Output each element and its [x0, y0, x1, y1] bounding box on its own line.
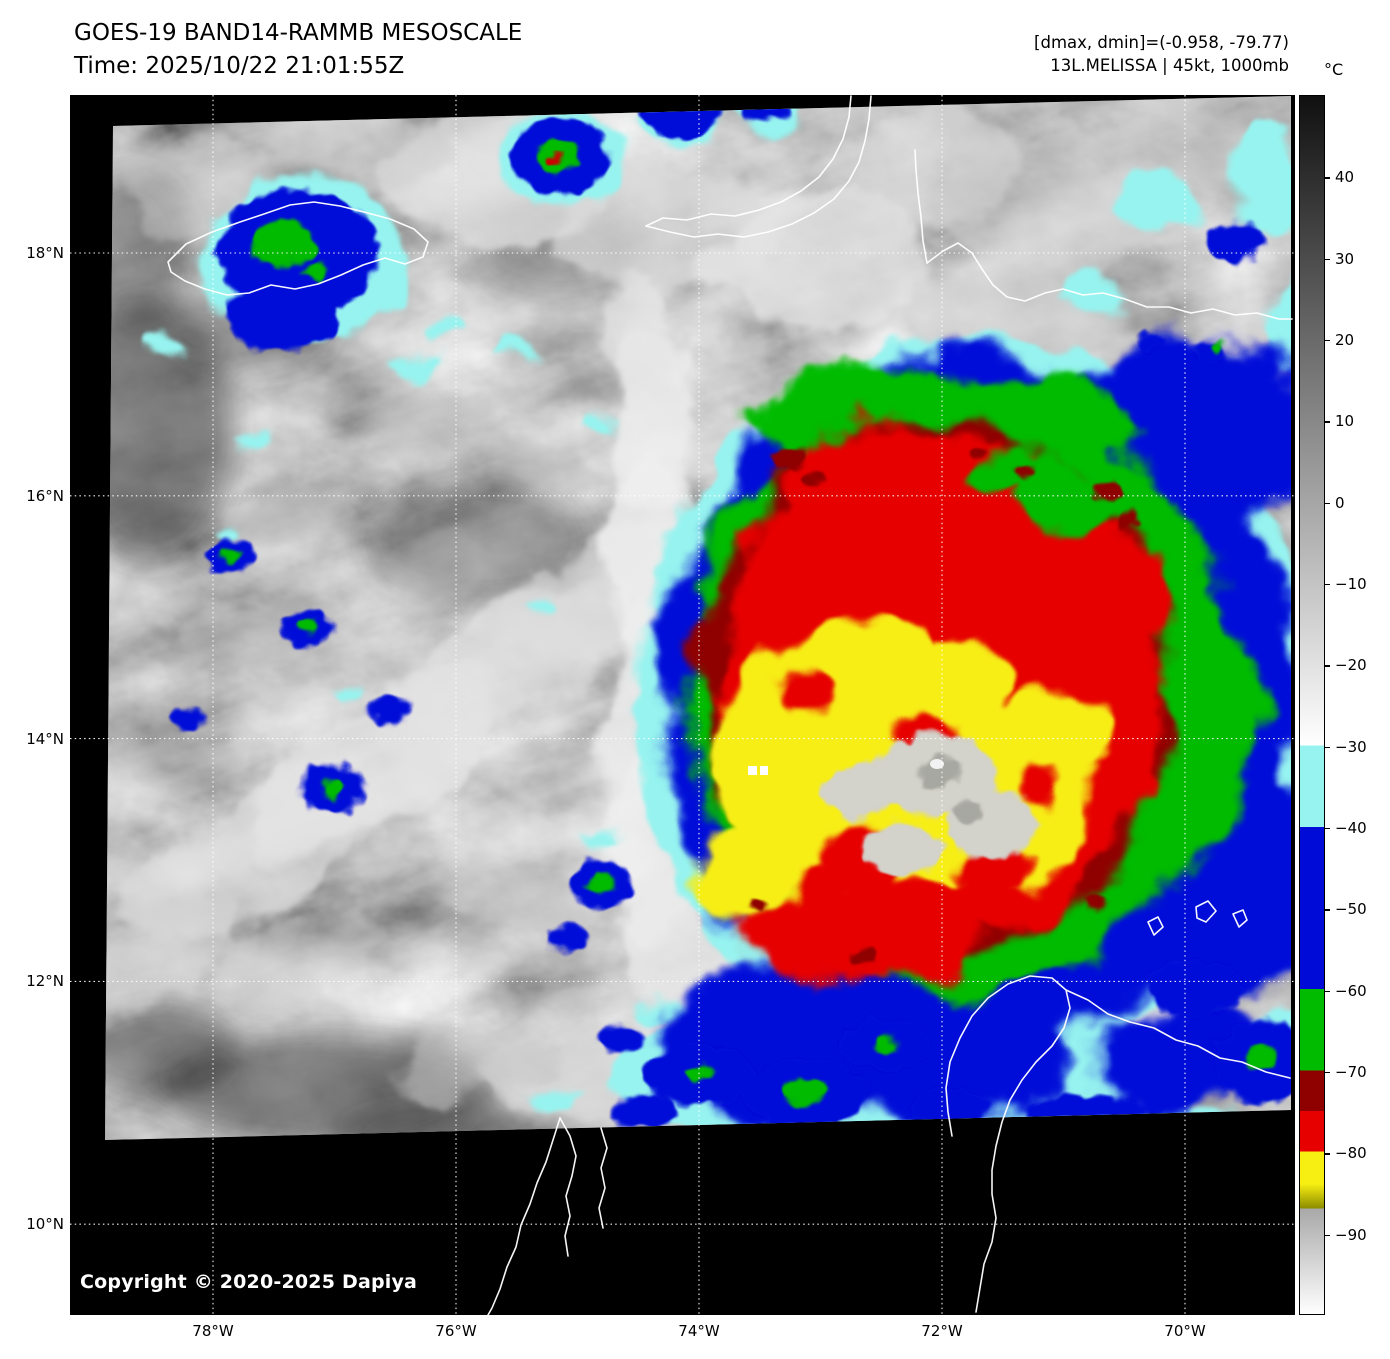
colorbar-tick [1324, 502, 1330, 505]
colorbar-tick-label: −20 [1335, 656, 1367, 675]
colorbar-tick-label: 20 [1335, 331, 1355, 349]
colorbar-tick [1324, 746, 1330, 749]
coastlines [167, 95, 1293, 1315]
colorbar: 40 30 20 10 0 −10 −20 −30 −40 −50 −60 −70 −80 −90 [1299, 95, 1367, 1315]
time-label: Time: 2025/10/22 21:01:55Z [74, 53, 405, 79]
colorbar-tick-label: −90 [1335, 1225, 1367, 1244]
green-notch [975, 450, 1117, 542]
colorbar-unit-label: °C [1324, 60, 1344, 79]
gridlines [70, 95, 1295, 1315]
colorbar-tick-label: −50 [1335, 900, 1367, 919]
storm-info-label: 13L.MELISSA | 45kt, 1000mb [1050, 56, 1289, 75]
colorbar-tick [1324, 990, 1330, 993]
colorbar-tick-label: −10 [1335, 575, 1367, 593]
coast-dominican [926, 242, 1293, 320]
gray-overshooting-tops [822, 733, 1037, 874]
colorbar-tick [1324, 584, 1330, 586]
coast-colombia-west [487, 1117, 561, 1315]
colorbar-tick-label: 10 [1335, 412, 1355, 431]
colorbar-tick-label: 30 [1335, 249, 1355, 268]
colorbar-tick-label: −30 [1335, 737, 1367, 756]
coast-haiti-south [645, 95, 872, 238]
colorbar-tick [1324, 1072, 1330, 1074]
coast-guajira [945, 975, 1071, 1313]
island-aruba [1147, 916, 1164, 936]
colorbar-tick-label: −70 [1335, 1063, 1367, 1081]
colorbar-tick-label: −40 [1335, 819, 1367, 837]
coast-uraba-2 [598, 1127, 608, 1229]
colorbar-tick-label: 40 [1335, 168, 1355, 187]
island-bonaire [1232, 909, 1248, 928]
colorbar-tick-label: −60 [1335, 981, 1367, 1000]
colorbar-tick [1324, 909, 1330, 911]
colorbar-gradient [1300, 96, 1324, 1314]
page-title: GOES-19 BAND14-RAMMB MESOSCALE [74, 20, 523, 46]
colorbar-tick [1324, 665, 1330, 667]
coast-haiti-north [645, 95, 852, 227]
coast-jamaica [167, 201, 429, 296]
colorbar-tick [1324, 340, 1330, 342]
colorbar-tick-label: −80 [1335, 1144, 1367, 1163]
coast-venezuela [1065, 989, 1291, 1079]
white-specks [748, 759, 944, 775]
colorbar-tick [1324, 828, 1330, 830]
dmax-dmin-label: [dmax, dmin]=(-0.958, -79.77) [1034, 33, 1289, 52]
colorbar-tick [1324, 1153, 1330, 1155]
island-curacao [1195, 900, 1217, 923]
colorbar-tick [1324, 258, 1330, 261]
copyright-label: Copyright © 2020-2025 Dapiya [80, 1271, 418, 1293]
header-annotations: [dmax, dmin]=(-0.958, -79.77) 13L.MELISS… [1034, 31, 1289, 77]
colorbar-tick [1324, 421, 1330, 423]
coast-uraba-1 [559, 1117, 577, 1257]
colorbar-tick-label: 0 [1335, 493, 1345, 512]
dark-red-speckles [747, 446, 1138, 965]
colorbar-tick [1324, 1234, 1330, 1237]
coast-haiti-bay [914, 149, 928, 264]
red-pip [547, 153, 561, 163]
colorbar-tick [1324, 177, 1330, 179]
